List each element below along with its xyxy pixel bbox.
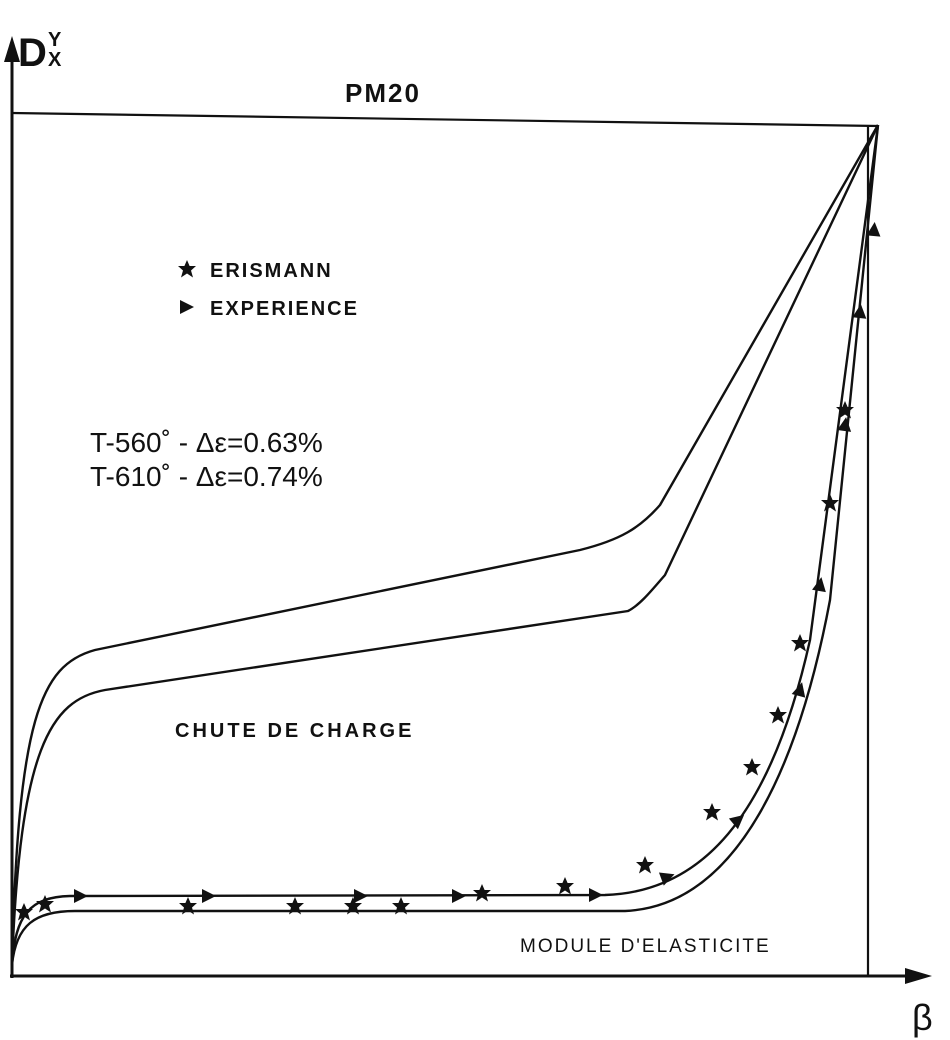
experience-point [354,889,368,903]
experience-point [74,889,88,903]
curve-upper-2 [10,124,880,966]
legend-star [178,260,196,278]
erismann-point [791,634,809,652]
x-axis-label: β [912,997,933,1038]
markers [15,221,882,921]
curve-lower-2 [10,124,880,966]
curve-upper-1 [10,124,880,966]
annotation: CHUTE DE CHARGE [175,720,414,742]
erismann-point [821,494,839,512]
y-axis-label: D [18,31,47,75]
erismann-point [473,884,491,902]
title: PM20 [345,78,421,108]
y-axis-sub: X [48,49,62,71]
y-arrow [4,36,20,62]
y-axis-sup: Y [48,29,62,51]
erismann-point [636,856,654,874]
experience-point [202,889,216,903]
legend-entry: ERISMANN [210,260,333,282]
experience-point [812,575,829,593]
legend-entry: EXPERIENCE [210,298,359,320]
annotation: T-560˚ - Δε=0.63% [90,427,323,458]
erismann-point [703,803,721,821]
x-arrow [905,968,932,984]
experience-point [452,889,466,903]
frame-top [11,111,879,128]
annotation: T-610˚ - Δε=0.74% [90,461,323,492]
erismann-point [743,758,761,776]
erismann-point [769,706,787,724]
legend-triangle [180,300,194,314]
experience-point [589,888,603,902]
annotation: MODULE D'ELASTICITE [520,936,771,957]
experience-point [728,809,749,830]
curve-lower-1 [10,124,880,966]
erismann-point [556,877,574,895]
